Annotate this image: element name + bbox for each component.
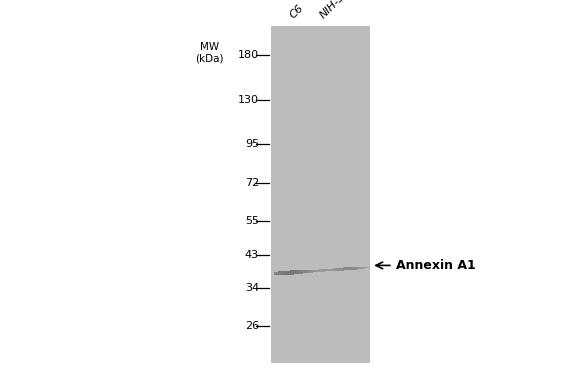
Text: NIH-3T3: NIH-3T3 (318, 0, 357, 21)
Text: 26: 26 (245, 321, 259, 331)
Text: 55: 55 (245, 216, 259, 226)
Text: C6: C6 (288, 3, 306, 21)
Text: 95: 95 (245, 139, 259, 149)
Text: 34: 34 (245, 284, 259, 293)
Text: MW
(kDa): MW (kDa) (196, 42, 223, 64)
Text: 130: 130 (238, 95, 259, 105)
Text: 43: 43 (245, 251, 259, 260)
Text: 72: 72 (245, 178, 259, 188)
Text: Annexin A1: Annexin A1 (396, 259, 475, 272)
Text: 180: 180 (238, 50, 259, 60)
